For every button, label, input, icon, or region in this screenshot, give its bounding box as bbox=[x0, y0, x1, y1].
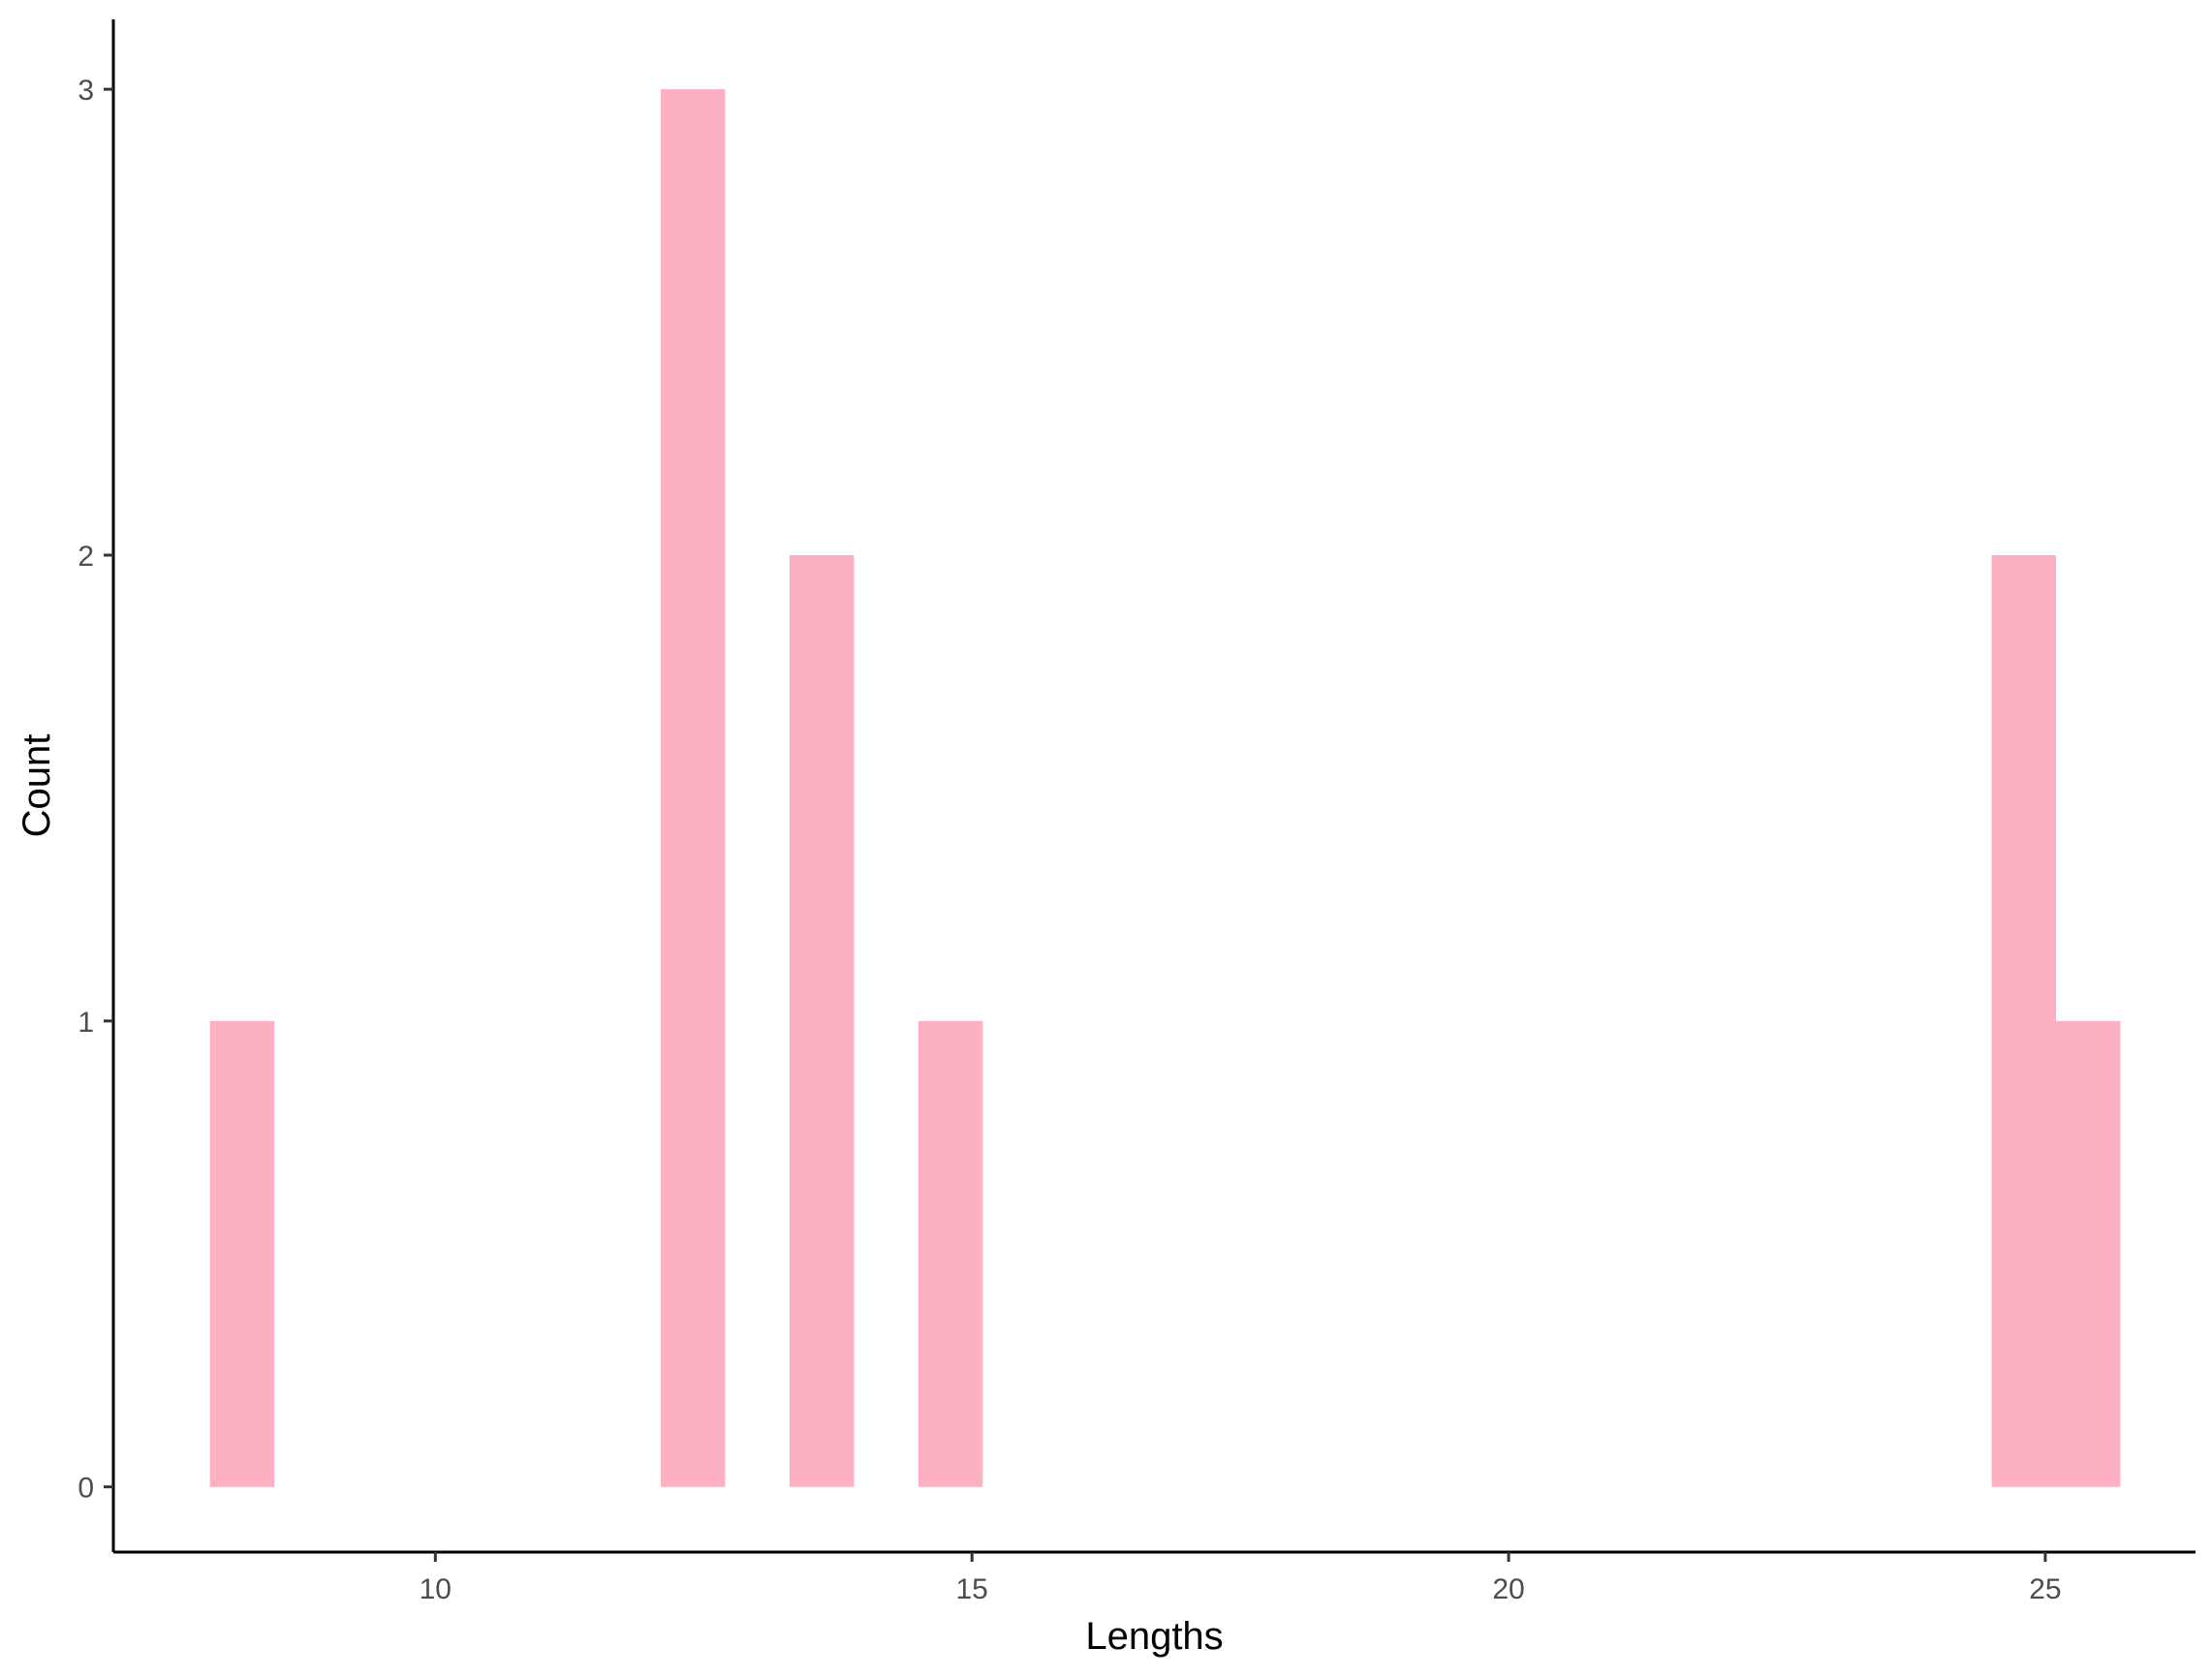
x-axis-ticks: 10 15 20 25 bbox=[420, 1552, 2062, 1605]
histogram-bar-2 bbox=[789, 554, 855, 1487]
x-tick-label: 25 bbox=[2029, 1573, 2061, 1605]
histogram-bar-5 bbox=[2055, 1020, 2121, 1487]
histogram-bar-0 bbox=[209, 1020, 275, 1487]
y-tick-label: 0 bbox=[78, 1473, 94, 1505]
y-tick-label: 1 bbox=[78, 1007, 94, 1039]
y-tick-label: 3 bbox=[78, 75, 94, 107]
histogram-bar-1 bbox=[660, 89, 726, 1487]
x-tick-label: 20 bbox=[1492, 1573, 1524, 1605]
histogram-bar-4 bbox=[1991, 554, 2056, 1487]
bars-group bbox=[209, 89, 2121, 1487]
y-tick-label: 2 bbox=[78, 541, 94, 573]
x-tick-label: 10 bbox=[420, 1573, 452, 1605]
x-axis-title: Lengths bbox=[1085, 1615, 1223, 1658]
x-tick-label: 15 bbox=[955, 1573, 987, 1605]
y-axis-title: Count bbox=[16, 734, 58, 838]
y-axis-ticks: 0 1 2 3 bbox=[78, 75, 113, 1505]
histogram-bar-3 bbox=[918, 1020, 983, 1487]
